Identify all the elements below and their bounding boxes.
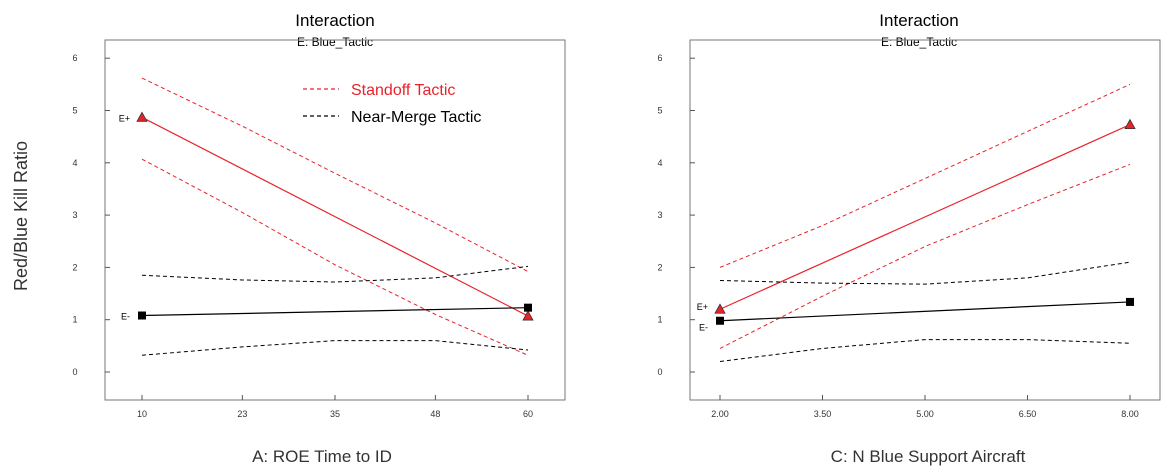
y-tick-label: 3 [657, 210, 662, 220]
legend-entry-label: Near-Merge Tactic [351, 109, 481, 126]
y-tick-label: 2 [657, 262, 662, 272]
shared-y-axis-label: Red/Blue Kill Ratio [11, 141, 31, 291]
series-e-minus-point [138, 311, 146, 320]
series-e-plus-label: E+ [697, 302, 708, 312]
x-tick-label: 35 [330, 409, 340, 419]
chart-subtitle: E: Blue_Tactic [881, 35, 957, 49]
x-tick-label: 3.50 [814, 409, 832, 419]
x-axis-label: C: N Blue Support Aircraft [831, 447, 1026, 466]
series-e-plus-line [141, 116, 529, 317]
x-axis-label: A: ROE Time to ID [252, 447, 392, 466]
y-tick-label: 6 [72, 53, 77, 63]
chart-title: Interaction [879, 11, 958, 30]
chart-subtitle: E: Blue_Tactic [297, 35, 373, 49]
x-tick-label: 8.00 [1121, 409, 1139, 419]
x-tick-label: 10 [137, 409, 147, 419]
series-e-minus-label: E- [699, 323, 708, 333]
y-tick-label: 1 [72, 315, 77, 325]
y-tick-label: 4 [657, 158, 662, 168]
series-e-plus-upper-bound [141, 77, 529, 273]
y-tick-label: 1 [657, 315, 662, 325]
series-e-plus-line [719, 124, 1131, 310]
chart-roe-time-to-id: Interaction E: Blue_Tactic A: ROE Time t… [72, 11, 566, 466]
chart-n-blue-support-aircraft: Interaction E: Blue_Tactic C: N Blue Sup… [657, 11, 1161, 466]
y-tick-label: 5 [657, 106, 662, 116]
series-e-minus-point [716, 316, 724, 325]
series-e-minus-lower-bound [719, 339, 1131, 363]
x-tick-label: 5.00 [916, 409, 934, 419]
series-e-plus-point [522, 310, 534, 321]
series-e-minus-upper-bound [141, 265, 529, 283]
series-e-minus-lower-bound [141, 340, 529, 356]
y-tick-label: 4 [72, 158, 77, 168]
legend-entry-label: Standoff Tactic [351, 82, 455, 99]
series-e-plus-lower-bound [719, 163, 1131, 349]
series-e-plus-point [1124, 118, 1136, 130]
plot-frame [104, 39, 566, 401]
x-tick-label: 60 [523, 409, 533, 419]
y-tick-label: 6 [657, 53, 662, 63]
x-tick-label: 2.00 [711, 409, 729, 419]
series-e-plus-point [714, 303, 726, 314]
series-e-minus-line [141, 307, 529, 317]
series-e-plus-upper-bound [719, 83, 1131, 268]
plot-frame [689, 39, 1161, 401]
y-tick-label: 0 [72, 367, 77, 377]
x-tick-label: 48 [430, 409, 440, 419]
x-tick-label: 6.50 [1019, 409, 1037, 419]
series-e-minus-label: E- [121, 312, 130, 322]
series-e-plus-lower-bound [141, 158, 529, 356]
series-e-minus-upper-bound [719, 261, 1131, 285]
y-tick-label: 5 [72, 106, 77, 116]
series-e-minus-point [1126, 297, 1134, 306]
series-e-plus-label: E+ [119, 113, 130, 123]
y-tick-label: 2 [72, 262, 77, 272]
series-e-minus-point [524, 303, 532, 312]
y-tick-label: 3 [72, 210, 77, 220]
series-e-plus-point [136, 111, 148, 122]
y-tick-label: 0 [657, 367, 662, 377]
x-tick-label: 23 [237, 409, 247, 419]
chart-title: Interaction [295, 11, 374, 30]
series-e-minus-line [719, 301, 1131, 322]
